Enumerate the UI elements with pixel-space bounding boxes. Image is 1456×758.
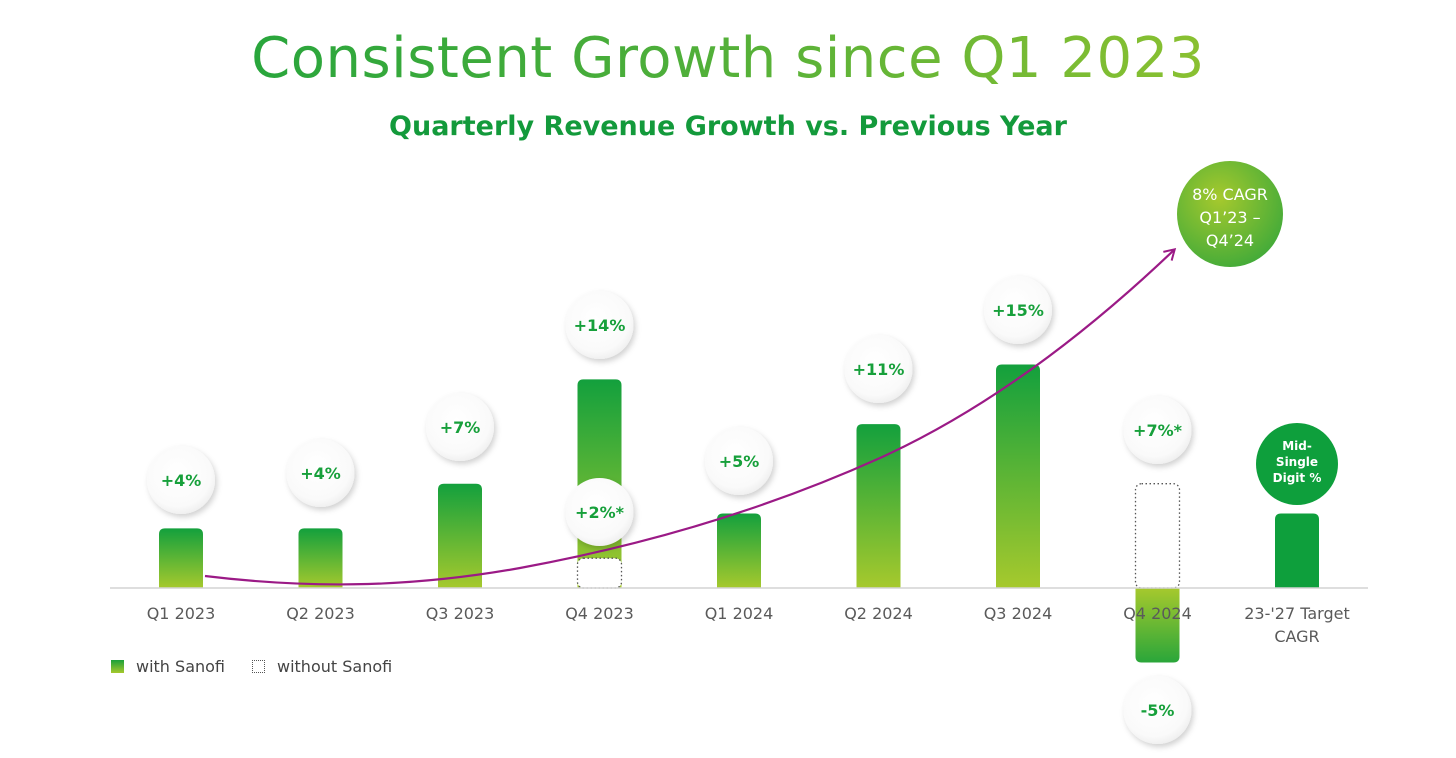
value-label: +5% [719,452,760,471]
bar-with-sanofi [996,364,1040,588]
value-without-label: +7%* [1133,421,1183,440]
x-tick-label: Q1 2023 [147,604,216,623]
target-label-line: Digit % [1273,471,1322,485]
legend-swatch-dotted [252,660,265,673]
x-tick-label: Q3 2024 [984,604,1053,623]
value-neg-bubble [1123,676,1192,744]
value-without-bubble [1123,396,1192,464]
value-bubble [565,291,634,359]
cagr-badge-line: Q1’23 – [1199,208,1260,227]
legend-without-label: without Sanofi [277,657,393,676]
legend-swatch-green [111,660,124,673]
x-tick-label: 23-'27 Target [1244,604,1349,623]
legend-with-label: with Sanofi [136,657,225,676]
legend-with-sanofi: with Sanofi [111,657,225,676]
value-bubble [426,393,494,461]
value-label: +15% [992,301,1044,320]
cagr-badge-line: Q4’24 [1206,231,1254,250]
value-bubble [844,335,913,403]
bar-with-sanofi [159,528,203,588]
value-neg-label: -5% [1141,701,1175,720]
value-label: +4% [161,471,202,490]
value-without-label: +2%* [575,503,625,522]
value-bubble [705,427,773,495]
value-label: +14% [574,316,626,335]
bar-with-sanofi [717,513,761,588]
x-tick-label: Q2 2023 [286,604,355,623]
trend-arrow [204,247,1177,586]
value-label: +4% [300,464,341,483]
x-tick-label: Q2 2024 [844,604,913,623]
value-without-bubble [565,478,634,546]
x-tick-label: Q1 2024 [705,604,774,623]
bar-without-sanofi [576,557,623,589]
value-bubble [984,276,1052,344]
target-label-line: Single [1276,455,1318,469]
x-tick-label: Q4 2024 [1123,604,1192,623]
bar-without-sanofi [1134,483,1181,589]
chart-subtitle: Quarterly Revenue Growth vs. Previous Ye… [389,111,1067,142]
value-label: +7% [440,418,481,437]
target-label-line: Mid- [1282,439,1312,453]
bar-with-sanofi [1135,588,1180,663]
x-tick-label: Q4 2023 [565,604,634,623]
bar-with-sanofi [438,483,482,588]
value-label: +11% [853,360,905,379]
chart-title: Consistent Growth since Q1 2023 [0,26,1456,91]
bar-target-cagr [1275,513,1319,588]
cagr-badge [1177,161,1283,267]
legend-without-sanofi: without Sanofi [252,657,392,676]
bar-with-sanofi [856,424,901,588]
bar-with-sanofi [298,528,343,588]
value-bubble [286,439,355,507]
target-bubble [1256,423,1338,505]
value-bubble [147,446,215,514]
x-tick-label: CAGR [1274,627,1319,646]
cagr-badge-line: 8% CAGR [1192,185,1268,204]
x-tick-label: Q3 2023 [426,604,495,623]
